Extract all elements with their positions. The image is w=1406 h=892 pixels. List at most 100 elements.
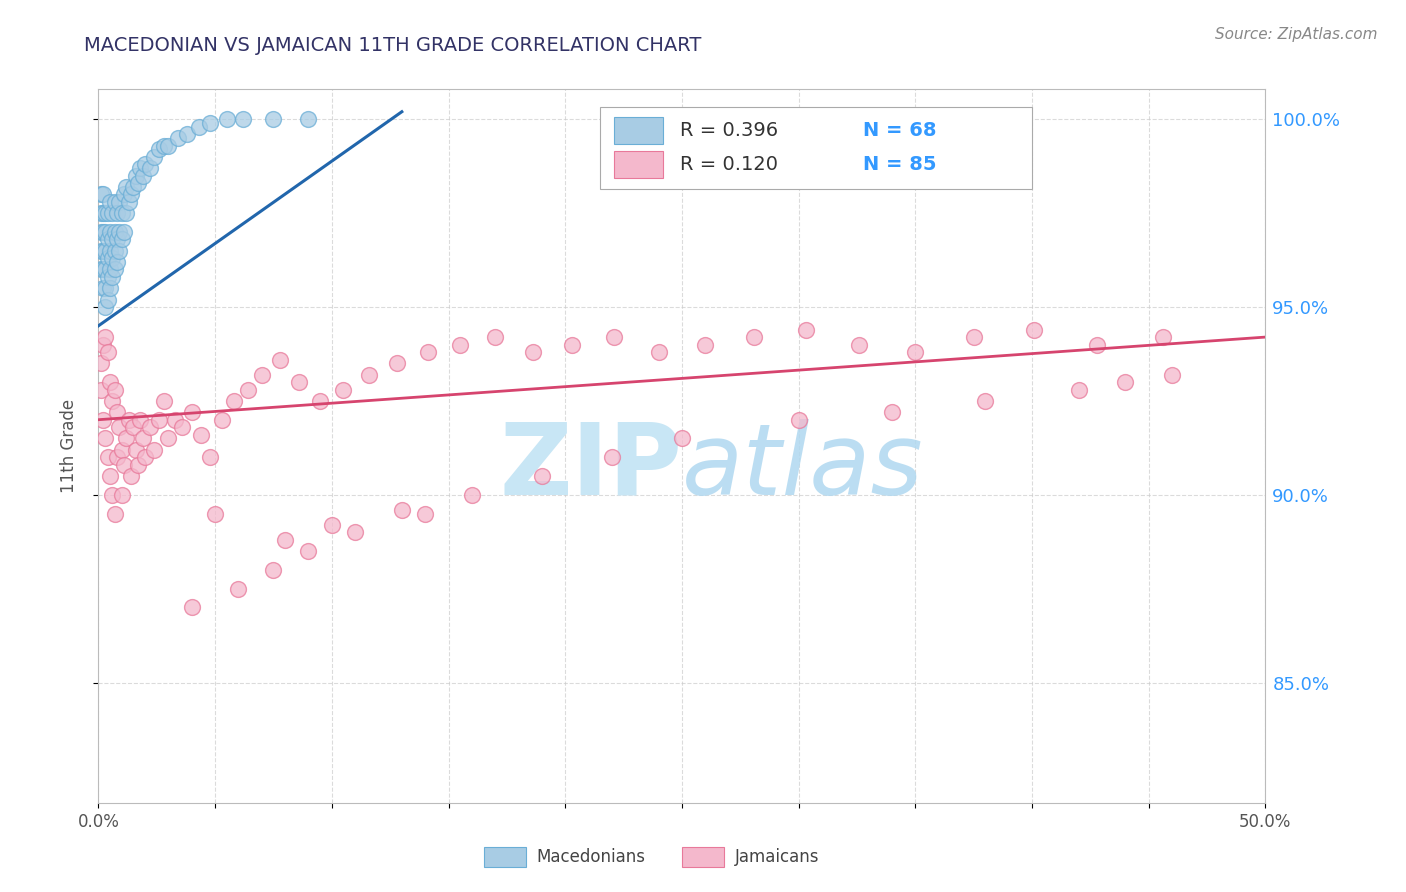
Point — [269, 352, 291, 367]
Point — [152, 138, 174, 153]
Point — [1085, 337, 1108, 351]
Point — [104, 225, 127, 239]
Point — [101, 206, 124, 220]
Point — [561, 337, 583, 351]
Text: R = 0.120: R = 0.120 — [679, 154, 778, 174]
Point — [118, 413, 141, 427]
Point — [90, 206, 112, 220]
Point — [111, 206, 134, 220]
Point — [118, 194, 141, 209]
Point — [98, 194, 121, 209]
Point — [120, 187, 142, 202]
Point — [413, 507, 436, 521]
Point — [204, 507, 226, 521]
Text: N = 68: N = 68 — [863, 121, 936, 140]
Point — [139, 161, 162, 175]
Point — [176, 128, 198, 142]
Point — [603, 330, 626, 344]
Point — [94, 206, 117, 220]
Point — [695, 337, 717, 351]
Point — [157, 138, 180, 153]
Point — [359, 368, 381, 382]
Point — [416, 345, 439, 359]
Point — [880, 405, 903, 419]
Point — [211, 413, 233, 427]
Point — [1152, 330, 1174, 344]
Point — [1067, 383, 1090, 397]
Point — [143, 442, 166, 457]
Point — [105, 232, 128, 246]
Point — [90, 244, 112, 258]
Point — [101, 488, 124, 502]
Point — [122, 420, 145, 434]
Point — [228, 582, 250, 596]
Point — [297, 112, 319, 127]
Point — [91, 244, 114, 258]
FancyBboxPatch shape — [682, 847, 724, 867]
Point — [94, 244, 117, 258]
Point — [115, 206, 138, 220]
Point — [98, 262, 121, 277]
Text: R = 0.396: R = 0.396 — [679, 121, 778, 140]
Point — [98, 225, 121, 239]
Point — [90, 383, 112, 397]
Point — [127, 458, 149, 472]
Point — [134, 157, 156, 171]
Point — [600, 450, 623, 465]
Point — [187, 120, 209, 134]
FancyBboxPatch shape — [614, 151, 664, 178]
Point — [143, 150, 166, 164]
Point — [98, 469, 121, 483]
Point — [332, 383, 354, 397]
Point — [91, 225, 114, 239]
Point — [90, 225, 112, 239]
Point — [108, 225, 131, 239]
Point — [180, 600, 202, 615]
Point — [104, 194, 127, 209]
Point — [101, 393, 124, 408]
Point — [180, 405, 202, 419]
Point — [530, 469, 553, 483]
Point — [105, 450, 128, 465]
Point — [94, 281, 117, 295]
Text: N = 85: N = 85 — [863, 154, 936, 174]
Point — [97, 206, 120, 220]
Point — [974, 393, 997, 408]
Point — [449, 337, 471, 351]
Text: Source: ZipAtlas.com: Source: ZipAtlas.com — [1215, 27, 1378, 42]
Point — [274, 533, 297, 547]
Point — [104, 244, 127, 258]
Point — [125, 442, 148, 457]
Point — [904, 345, 927, 359]
Point — [148, 413, 170, 427]
Text: atlas: atlas — [682, 419, 924, 516]
Point — [522, 345, 544, 359]
Point — [848, 337, 870, 351]
Point — [297, 544, 319, 558]
FancyBboxPatch shape — [484, 847, 526, 867]
Point — [134, 450, 156, 465]
Point — [132, 432, 155, 446]
Point — [101, 232, 124, 246]
Point — [200, 450, 222, 465]
Point — [391, 503, 413, 517]
Point — [101, 251, 124, 265]
Point — [108, 420, 131, 434]
Point — [321, 517, 343, 532]
Point — [215, 112, 238, 127]
Point — [98, 375, 121, 389]
Text: MACEDONIAN VS JAMAICAN 11TH GRADE CORRELATION CHART: MACEDONIAN VS JAMAICAN 11TH GRADE CORREL… — [84, 36, 702, 54]
Point — [157, 432, 180, 446]
Point — [91, 187, 114, 202]
Point — [111, 442, 134, 457]
Point — [112, 187, 135, 202]
Point — [647, 345, 669, 359]
Point — [129, 413, 152, 427]
Point — [112, 458, 135, 472]
Point — [148, 142, 170, 156]
Point — [125, 169, 148, 183]
Point — [98, 244, 121, 258]
Point — [111, 488, 134, 502]
Point — [139, 420, 162, 434]
Point — [105, 255, 128, 269]
